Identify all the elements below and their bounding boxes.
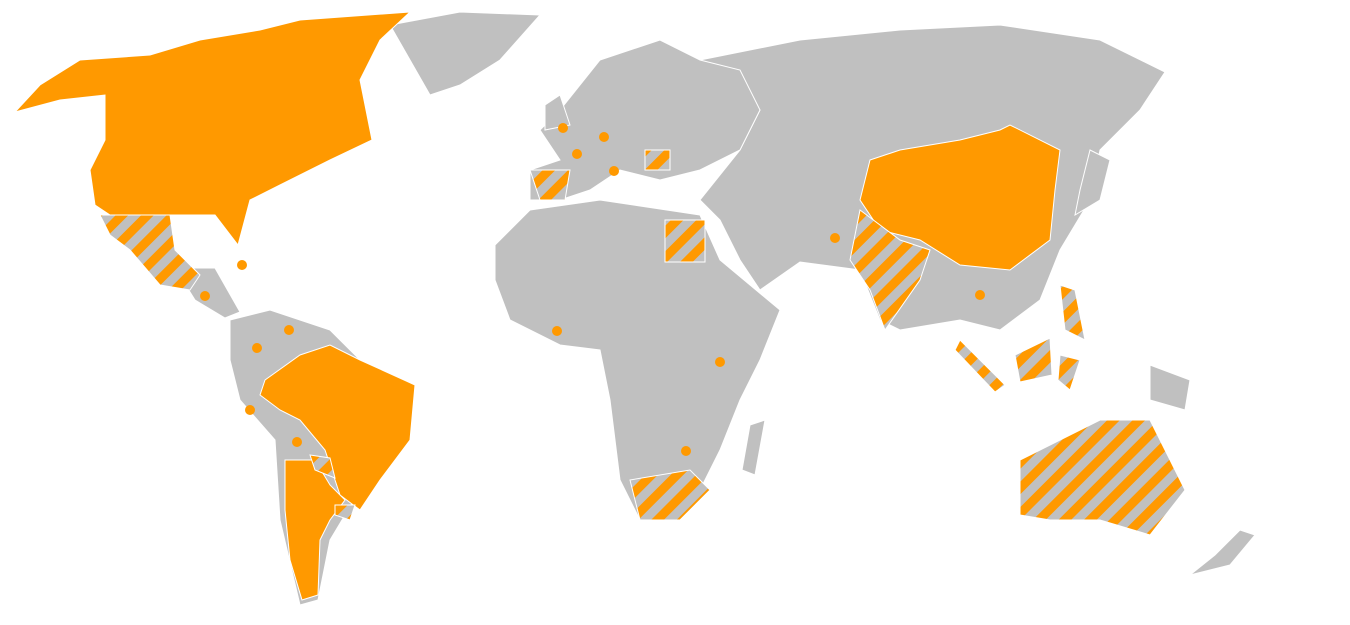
country-dot-marker	[252, 343, 262, 353]
region-madagascar	[741, 419, 766, 476]
country-dot-marker	[552, 326, 562, 336]
region-india	[849, 209, 931, 332]
region-uruguay	[334, 504, 356, 521]
region-canada-usa	[13, 11, 412, 247]
region-spain	[529, 169, 571, 201]
country-dot-marker	[292, 437, 302, 447]
country-dot-marker	[830, 233, 840, 243]
country-dot-marker	[975, 290, 985, 300]
region-sumatra	[954, 339, 1006, 393]
region-philippines	[1059, 284, 1086, 341]
region-egypt	[664, 219, 706, 263]
country-dot-marker	[599, 132, 609, 142]
country-dot-marker	[284, 325, 294, 335]
region-greenland	[389, 11, 542, 96]
country-dot-marker	[200, 291, 210, 301]
country-dot-marker	[715, 357, 725, 367]
region-australia	[1019, 419, 1186, 536]
region-south-africa	[629, 469, 711, 521]
region-sulawesi	[1057, 354, 1081, 391]
region-borneo	[1014, 337, 1053, 383]
region-new-zealand	[1189, 529, 1256, 576]
region-japan	[1074, 149, 1111, 217]
region-romania	[644, 149, 671, 171]
country-dot-marker	[681, 446, 691, 456]
country-dot-marker	[245, 405, 255, 415]
region-brazil	[259, 344, 416, 511]
region-papua	[1149, 364, 1191, 411]
country-dot-marker	[572, 149, 582, 159]
country-dot-marker	[609, 166, 619, 176]
region-africa	[494, 199, 781, 521]
region-argentina	[284, 459, 346, 601]
region-paraguay	[309, 454, 336, 479]
country-dot-marker	[558, 123, 568, 133]
country-dot-marker	[237, 260, 247, 270]
region-uk	[544, 94, 571, 131]
region-mexico	[99, 214, 201, 291]
